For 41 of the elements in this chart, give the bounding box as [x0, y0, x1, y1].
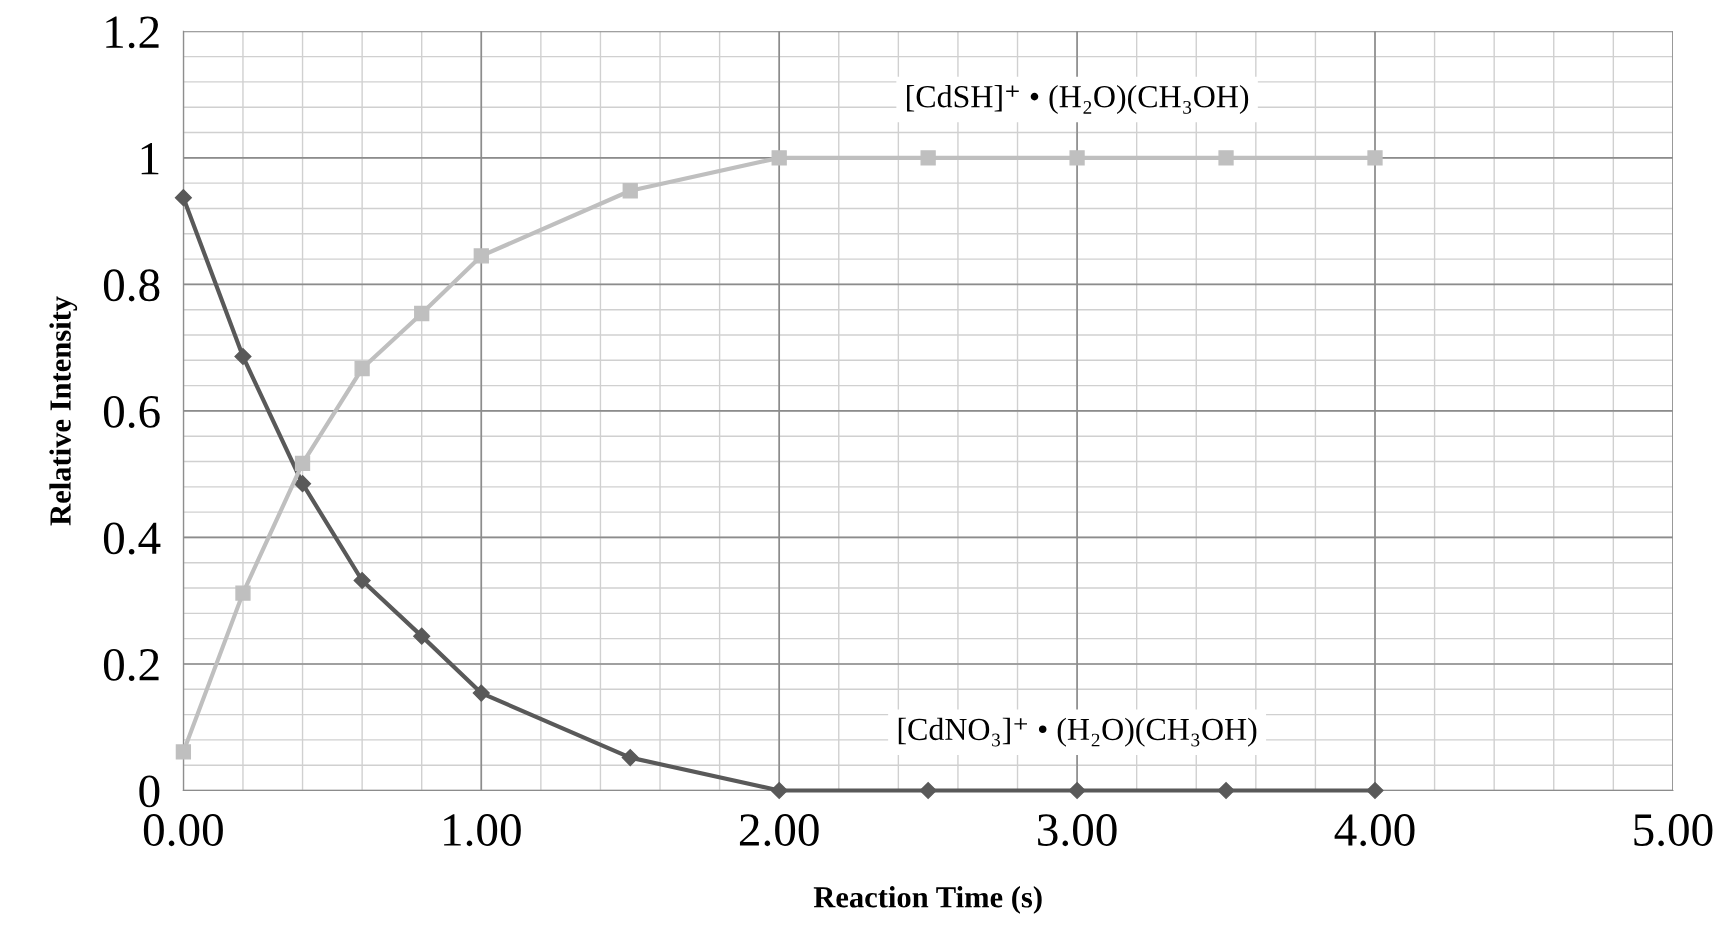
x-axis-title: Reaction Time (s)	[813, 886, 1042, 914]
series-label: [CdSH]⁺ • (H₂O)(CH₃OH)	[907, 85, 1249, 114]
point	[353, 571, 371, 590]
y-tick-label: 0.2	[103, 648, 159, 682]
y-tick-label: 0.8	[103, 269, 160, 302]
point	[413, 627, 431, 645]
y-tick-label: 1	[141, 143, 159, 175]
point	[770, 781, 788, 800]
point	[1367, 150, 1383, 166]
point	[414, 305, 430, 322]
x-tick-label: 0.00	[143, 814, 223, 847]
x-tick-label: 3.00	[1038, 814, 1117, 847]
x-tick-label: 2.00	[739, 814, 819, 847]
point	[1068, 781, 1086, 800]
point	[771, 150, 787, 166]
point	[1366, 781, 1384, 800]
point	[175, 744, 192, 760]
y-axis-title: Relative Intensity	[49, 296, 78, 526]
point	[472, 684, 490, 702]
point	[1217, 781, 1235, 800]
y-tick-label: 1.2	[106, 16, 159, 49]
point	[293, 475, 312, 493]
point	[621, 749, 639, 767]
y-tick-label: 0.6	[103, 395, 160, 428]
point	[920, 150, 936, 166]
point	[354, 360, 370, 377]
x-tick-label: 4.00	[1334, 814, 1415, 847]
point	[234, 347, 252, 366]
point	[1218, 150, 1234, 166]
point	[919, 781, 937, 800]
y-tick-label: 0	[139, 775, 160, 808]
point	[622, 183, 638, 199]
series-label: [CdNO₃]⁺ • (H₂O)(CH₃OH)	[898, 717, 1257, 747]
x-tick-label: 1.00	[444, 814, 521, 847]
point	[1069, 150, 1085, 166]
point	[294, 455, 311, 472]
x-tick-label: 5.00	[1634, 814, 1713, 847]
point	[235, 585, 251, 601]
point	[473, 248, 489, 264]
point	[174, 189, 192, 207]
y-tick-label: 0.4	[103, 522, 161, 555]
